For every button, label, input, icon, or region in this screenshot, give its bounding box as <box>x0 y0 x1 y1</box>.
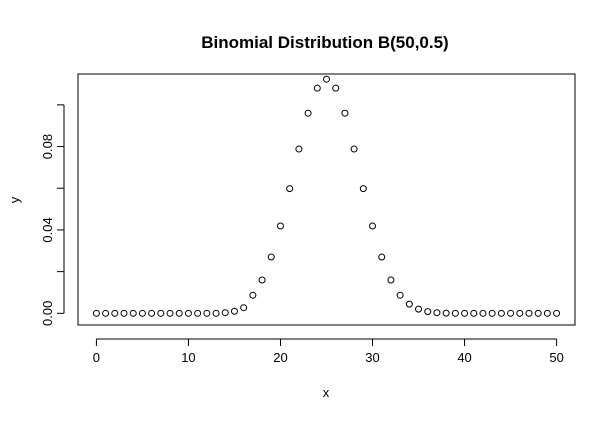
x-tick-label: 30 <box>365 350 379 365</box>
x-tick-label: 10 <box>181 350 195 365</box>
data-point <box>553 309 561 317</box>
data-point <box>267 253 275 261</box>
data-point <box>157 309 165 317</box>
data-point <box>111 309 119 317</box>
chart-title: Binomial Distribution B(50,0.5) <box>201 33 448 52</box>
x-axis: 0 10 20 30 40 50 <box>93 338 564 365</box>
data-point <box>148 309 156 317</box>
data-point <box>396 291 404 299</box>
data-point <box>258 276 266 284</box>
data-point <box>175 309 183 317</box>
data-point <box>313 84 321 92</box>
y-tick-label: 0.00 <box>40 301 55 326</box>
y-axis: 0.00 0.04 0.08 <box>40 104 65 326</box>
data-point <box>387 276 395 284</box>
data-point <box>221 309 229 317</box>
data-point <box>194 309 202 317</box>
data-point <box>304 109 312 117</box>
data-point <box>497 309 505 317</box>
data-point <box>461 309 469 317</box>
data-point <box>286 185 294 193</box>
data-points <box>92 75 561 317</box>
data-point <box>332 84 340 92</box>
data-point <box>120 309 128 317</box>
data-point <box>230 307 238 315</box>
y-axis-label: y <box>7 196 22 203</box>
data-point <box>534 309 542 317</box>
x-tick-label: 0 <box>93 350 100 365</box>
plot-area <box>77 73 576 326</box>
data-point <box>415 305 423 313</box>
data-point <box>203 309 211 317</box>
data-point <box>433 309 441 317</box>
data-point <box>295 145 303 153</box>
data-point <box>166 309 174 317</box>
data-point <box>424 308 432 316</box>
data-point <box>240 304 248 312</box>
x-tick-label: 20 <box>273 350 287 365</box>
data-point <box>516 309 524 317</box>
x-tick-label: 40 <box>457 350 471 365</box>
data-point <box>488 309 496 317</box>
data-point <box>129 309 137 317</box>
data-point <box>138 309 146 317</box>
y-tick-label: 0.04 <box>40 217 55 242</box>
data-point <box>323 75 330 83</box>
data-point <box>451 309 459 317</box>
data-point <box>341 109 349 117</box>
data-point <box>525 309 533 317</box>
data-point <box>470 309 478 317</box>
data-point <box>92 309 100 317</box>
data-point <box>350 145 358 153</box>
data-point <box>212 309 220 317</box>
x-tick-label: 50 <box>549 350 563 365</box>
x-axis-label: x <box>323 385 330 400</box>
data-point <box>276 222 284 230</box>
data-point <box>442 309 450 317</box>
data-point <box>479 309 487 317</box>
data-point <box>102 309 110 317</box>
y-tick-label: 0.08 <box>40 134 55 159</box>
data-point <box>378 253 386 261</box>
data-point <box>507 309 515 317</box>
data-point <box>184 309 192 317</box>
data-point <box>543 309 551 317</box>
data-point <box>369 222 377 230</box>
data-point <box>405 300 413 308</box>
data-point <box>249 291 257 299</box>
data-point <box>359 185 367 193</box>
